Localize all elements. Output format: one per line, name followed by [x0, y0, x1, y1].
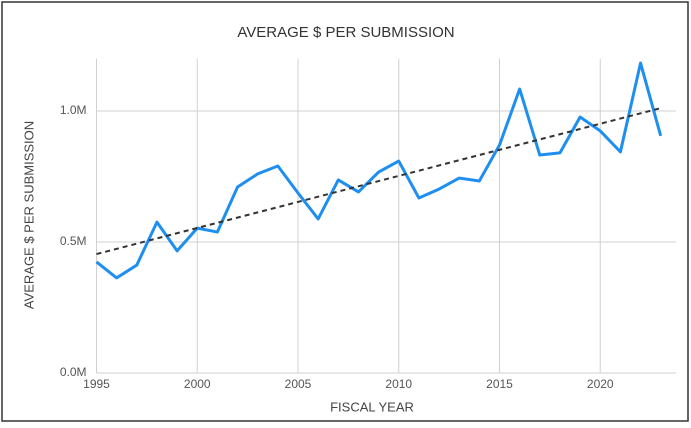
- x-tick-label: 2005: [285, 377, 312, 391]
- data-line: [95, 61, 663, 280]
- y-axis-label: AVERAGE $ PER SUBMISSION: [21, 121, 36, 309]
- x-tick-label: 2020: [587, 377, 614, 391]
- x-tick-label: 1995: [83, 377, 110, 391]
- y-tick-label: 0.0M: [60, 365, 87, 379]
- x-tick-label: 2015: [486, 377, 513, 391]
- frame: [1, 1, 689, 422]
- x-tick-label: 2000: [184, 377, 211, 391]
- y-tick-label: 0.5M: [60, 234, 87, 248]
- trend-line: [96, 107, 661, 256]
- y-tick-label: 1.0M: [60, 103, 87, 117]
- x-tick-label: 2010: [385, 377, 412, 391]
- x-axis-label: FISCAL YEAR: [330, 399, 414, 414]
- chart-title: AVERAGE $ PER SUBMISSION: [237, 24, 454, 41]
